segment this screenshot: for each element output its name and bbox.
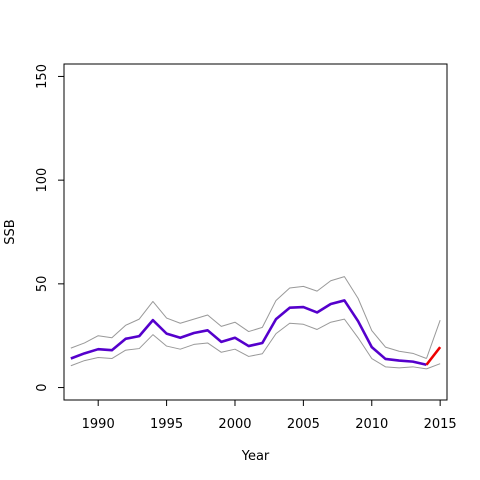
y-tick-label-50: 50 (35, 276, 50, 293)
y-axis-label: SSB (3, 219, 18, 244)
y-axis: 0 50 100 150 (35, 64, 64, 392)
plot-frame (63, 63, 448, 401)
x-tick-label-2005: 2005 (287, 417, 320, 432)
series-projection (425, 346, 442, 366)
x-tick-label-2000: 2000 (218, 417, 251, 432)
x-tick-label-2015: 2015 (424, 417, 457, 432)
x-axis-label: Year (241, 449, 270, 464)
series-estimate (70, 299, 427, 367)
y-tick-label-0: 0 (35, 383, 50, 391)
x-tick-label-1990: 1990 (82, 417, 115, 432)
series-upper-bound (70, 276, 427, 359)
series-lower-bound (70, 318, 427, 370)
series-projection-lower (426, 363, 441, 370)
y-tick-label-100: 100 (35, 168, 50, 193)
series-projection-upper (426, 319, 441, 359)
x-tick-label-2010: 2010 (355, 417, 388, 432)
y-tick-label-150: 150 (35, 64, 50, 89)
x-axis: 1990 1995 2000 2005 2010 2015 (82, 400, 457, 432)
x-tick-label-1995: 1995 (150, 417, 183, 432)
series-layer (70, 276, 442, 370)
